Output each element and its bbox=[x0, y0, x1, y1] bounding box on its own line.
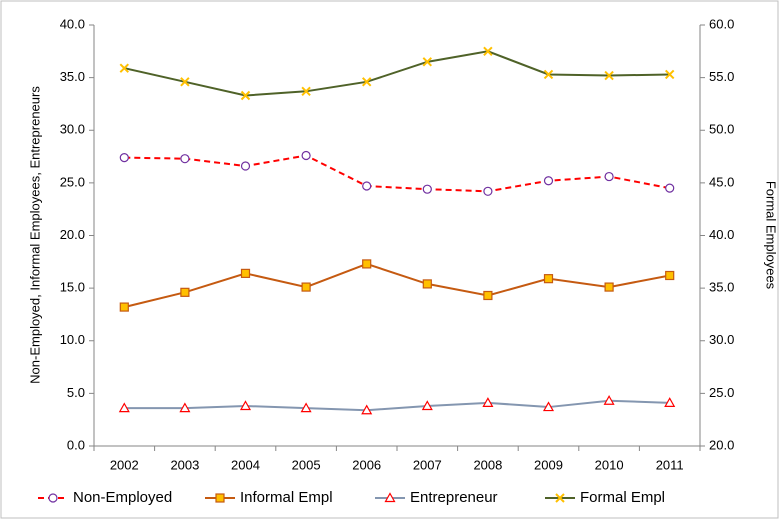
data-point bbox=[301, 86, 311, 97]
y-tick-label: 15.0 bbox=[60, 280, 85, 295]
series-line bbox=[124, 154, 670, 193]
y2-tick-label: 25.0 bbox=[709, 385, 734, 400]
legend-marker bbox=[48, 493, 58, 503]
y-tick-label: 10.0 bbox=[60, 332, 85, 347]
data-point bbox=[422, 57, 433, 67]
data-point bbox=[543, 274, 554, 284]
data-point bbox=[118, 402, 130, 413]
data-point bbox=[362, 259, 372, 269]
data-point bbox=[482, 397, 494, 407]
data-point bbox=[604, 171, 614, 182]
y-tick-label: 25.0 bbox=[60, 174, 85, 189]
data-point bbox=[179, 402, 191, 413]
data-point bbox=[604, 282, 614, 292]
legend-item: Entrepreneur bbox=[375, 489, 498, 506]
legend-marker bbox=[555, 493, 565, 503]
series-line bbox=[124, 50, 670, 97]
y2-tick-label: 35.0 bbox=[709, 280, 734, 295]
data-point bbox=[421, 400, 433, 411]
y2-tick-label: 30.0 bbox=[709, 332, 734, 347]
y-axis-title: Non-Employed, Informal Employees, Entrep… bbox=[27, 86, 42, 384]
y-tick-label: 40.0 bbox=[60, 16, 85, 31]
data-point bbox=[543, 176, 554, 186]
data-point bbox=[422, 279, 432, 289]
data-point bbox=[301, 282, 311, 292]
legend-label: Informal Empl bbox=[240, 489, 333, 506]
y2-tick-label: 45.0 bbox=[709, 174, 734, 189]
data-point bbox=[300, 402, 312, 413]
x-tick-label: 2009 bbox=[534, 457, 563, 472]
data-point bbox=[240, 268, 251, 278]
data-point bbox=[603, 395, 615, 405]
x-tick-label: 2005 bbox=[292, 457, 321, 472]
data-point bbox=[180, 287, 190, 297]
data-point bbox=[483, 46, 493, 57]
legend-item: Informal Empl bbox=[205, 489, 333, 506]
data-point bbox=[119, 153, 129, 163]
data-point bbox=[664, 397, 676, 407]
data-point bbox=[119, 63, 130, 73]
data-point bbox=[664, 69, 675, 80]
legend-marker bbox=[384, 492, 396, 503]
legend-item: Non-Employed bbox=[38, 489, 172, 506]
x-tick-label: 2010 bbox=[595, 457, 624, 472]
legend-marker bbox=[215, 493, 225, 503]
y2-tick-label: 20.0 bbox=[709, 437, 734, 452]
x-tick-label: 2004 bbox=[231, 457, 260, 472]
data-point bbox=[483, 186, 493, 196]
x-tick-label: 2007 bbox=[413, 457, 442, 472]
legend-label: Entrepreneur bbox=[410, 489, 498, 506]
legend-label: Non-Employed bbox=[73, 489, 172, 506]
data-point bbox=[180, 154, 190, 164]
data-point bbox=[422, 184, 432, 194]
legend-item: Formal Empl bbox=[545, 489, 665, 506]
data-point bbox=[483, 290, 493, 301]
x-tick-label: 2006 bbox=[352, 457, 381, 472]
data-point bbox=[604, 70, 614, 81]
data-point bbox=[543, 69, 554, 80]
data-point bbox=[542, 401, 555, 412]
y-tick-label: 20.0 bbox=[60, 227, 85, 242]
x-tick-label: 2003 bbox=[170, 457, 199, 472]
x-tick-label: 2008 bbox=[473, 457, 502, 472]
x-tick-label: 2011 bbox=[656, 457, 684, 472]
series-line bbox=[124, 262, 670, 309]
data-point bbox=[665, 270, 675, 281]
data-point bbox=[362, 181, 372, 191]
data-point bbox=[239, 400, 252, 411]
data-point bbox=[240, 161, 251, 171]
y2-tick-label: 60.0 bbox=[709, 16, 734, 31]
data-point bbox=[180, 77, 190, 87]
y2-tick-label: 55.0 bbox=[709, 69, 734, 84]
y2-tick-label: 40.0 bbox=[709, 227, 734, 242]
y-tick-label: 5.0 bbox=[67, 385, 85, 400]
x-tick-label: 2002 bbox=[110, 457, 139, 472]
y-tick-label: 35.0 bbox=[60, 69, 85, 84]
data-point bbox=[119, 302, 129, 312]
y2-tick-label: 50.0 bbox=[709, 122, 734, 137]
data-point bbox=[301, 150, 311, 161]
y2-axis-title: Formal Employees bbox=[764, 181, 779, 290]
series-line bbox=[124, 399, 670, 412]
y-tick-label: 0.0 bbox=[67, 437, 85, 452]
data-point bbox=[361, 77, 372, 87]
data-point bbox=[240, 90, 251, 101]
legend-label: Formal Empl bbox=[580, 489, 665, 506]
data-point bbox=[665, 183, 675, 193]
data-point bbox=[361, 404, 373, 415]
y-tick-label: 30.0 bbox=[60, 122, 85, 137]
